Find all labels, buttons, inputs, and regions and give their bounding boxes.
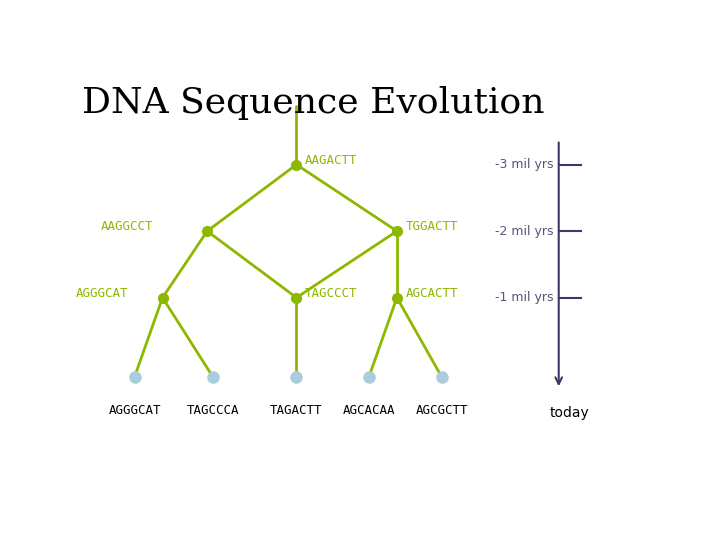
Text: AGGGCAT: AGGGCAT <box>76 287 129 300</box>
Text: AAGGCCT: AAGGCCT <box>101 220 153 233</box>
Text: today: today <box>550 406 590 420</box>
Text: AGCACTT: AGCACTT <box>405 287 458 300</box>
Text: AAGACTT: AAGACTT <box>305 154 357 167</box>
Text: AGCGCTT: AGCGCTT <box>415 404 468 417</box>
Text: DNA Sequence Evolution: DNA Sequence Evolution <box>82 85 544 119</box>
Text: TAGACTT: TAGACTT <box>270 404 323 417</box>
Text: -3 mil yrs: -3 mil yrs <box>495 158 553 171</box>
Text: TGGACTT: TGGACTT <box>405 220 458 233</box>
Text: TAGCCCT: TAGCCCT <box>305 287 357 300</box>
Text: TAGCCCA: TAGCCCA <box>186 404 239 417</box>
Text: AGCACAA: AGCACAA <box>343 404 395 417</box>
Text: -1 mil yrs: -1 mil yrs <box>495 291 553 304</box>
Text: AGGGCAT: AGGGCAT <box>109 404 161 417</box>
Text: -2 mil yrs: -2 mil yrs <box>495 225 553 238</box>
